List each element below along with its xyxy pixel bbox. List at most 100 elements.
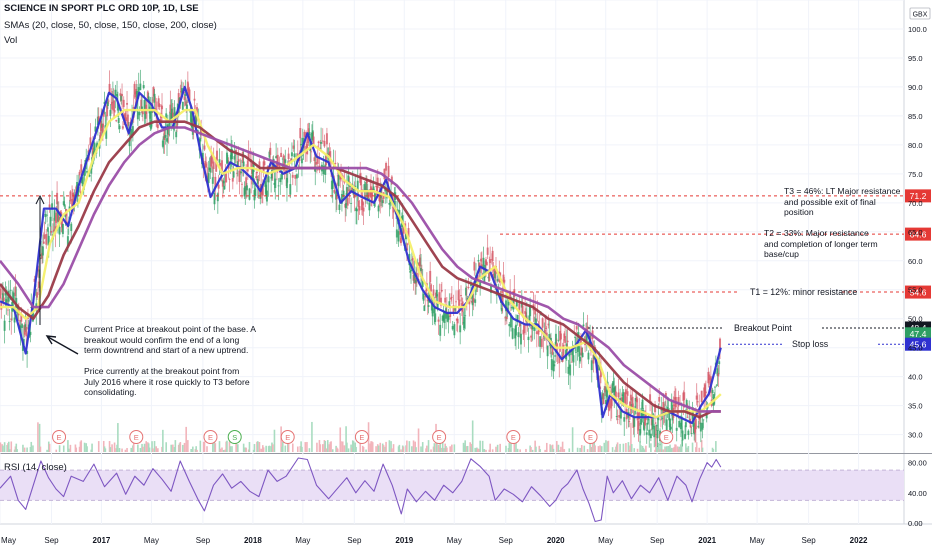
volume-bar <box>665 446 668 452</box>
volume-bar <box>170 444 172 452</box>
event-marker <box>432 430 447 444</box>
volume-bar <box>115 448 118 452</box>
price-bar-body <box>548 334 551 339</box>
symbol-title[interactable]: SCIENCE IN SPORT PLC ORD 10P, 1D, LSE <box>4 3 199 14</box>
price-bar-body <box>465 299 468 302</box>
volume-bar <box>173 447 176 452</box>
volume-bar <box>10 441 13 452</box>
price-bar-body <box>29 331 32 335</box>
price-bar-body <box>227 165 230 169</box>
price-bar-body <box>183 96 186 101</box>
volume-bar <box>328 444 331 452</box>
price-bar-body <box>347 175 350 186</box>
price-bar-body <box>422 294 425 301</box>
volume-bar <box>202 441 205 452</box>
volume-bar <box>362 446 365 452</box>
price-bar-body <box>338 204 341 211</box>
rsi-legend[interactable]: RSI (14, close) <box>4 462 67 473</box>
volume-bar <box>331 449 334 452</box>
price-bar-body <box>342 190 345 198</box>
price-bar-body <box>143 99 146 110</box>
price-bar-body <box>244 186 247 195</box>
price-bar-body <box>534 318 537 326</box>
price-bar-body <box>615 415 618 418</box>
price-bar-body <box>388 202 391 205</box>
volume-bar <box>557 444 560 452</box>
volume-bar <box>475 449 477 452</box>
volume-bar <box>321 444 324 452</box>
price-bar-body <box>13 317 16 323</box>
price-bar-body <box>574 352 577 353</box>
price-bar-body <box>246 160 249 172</box>
price-bar-body <box>380 195 383 197</box>
price-tick-label: 80.0 <box>908 141 923 150</box>
volume-bar <box>633 448 636 452</box>
volume-bar <box>156 449 158 452</box>
price-bar-body <box>640 409 643 419</box>
time-tick-label: Sep <box>801 536 816 545</box>
price-bar-body <box>226 160 229 163</box>
volume-bar <box>606 441 609 452</box>
volume-bar <box>545 442 548 452</box>
volume-bar <box>382 445 385 452</box>
price-bar-body <box>217 184 220 189</box>
volume-bar <box>265 445 267 452</box>
price-bar-body <box>579 336 582 345</box>
price-bar-body <box>165 113 168 119</box>
volume-bar <box>381 443 384 452</box>
price-bar-body <box>212 161 215 170</box>
price-bar-body <box>263 161 266 166</box>
volume-bar <box>476 447 478 452</box>
price-bar-body <box>533 327 536 331</box>
volume-bar <box>86 446 88 452</box>
price-bar-body <box>622 392 625 403</box>
price-bar-body <box>112 100 115 111</box>
volume-bar <box>466 446 468 452</box>
volume-bar <box>324 440 327 452</box>
price-bar-body <box>525 315 528 317</box>
volume-legend[interactable]: Vol <box>4 35 18 46</box>
price-bar-body <box>50 230 53 233</box>
price-bar-body <box>48 204 51 208</box>
time-tick-label: 2019 <box>395 536 413 545</box>
price-bar-body <box>676 411 679 415</box>
sma-legend[interactable]: SMAs (20, close, 50, close, 150, close, … <box>4 20 217 31</box>
price-bar-body <box>240 171 243 174</box>
volume-bar <box>420 446 422 452</box>
volume-bar <box>495 446 497 452</box>
price-bar-body <box>639 418 642 425</box>
volume-bar <box>147 442 149 452</box>
price-tick-label: 75.0 <box>908 170 923 179</box>
price-bar-body <box>350 203 353 204</box>
price-bar-body <box>623 417 626 422</box>
volume-bar <box>335 445 337 452</box>
price-bar-body <box>301 137 304 146</box>
volume-bar <box>376 444 379 452</box>
volume-bar <box>2 445 4 452</box>
price-bar-body <box>482 257 485 270</box>
price-bar-body <box>578 346 581 357</box>
volume-bar <box>340 441 342 452</box>
volume-bar <box>165 442 167 452</box>
price-bar-body <box>251 168 254 180</box>
volume-bar <box>252 449 255 452</box>
volume-bar <box>78 446 81 452</box>
price-bar-body <box>214 176 217 188</box>
price-bar-body <box>291 174 294 178</box>
price-bar-body <box>146 91 149 99</box>
price-bar-body <box>184 93 187 97</box>
price-bar-body <box>454 307 457 311</box>
note-current-price: Current Price at breakout point of the b… <box>84 324 256 356</box>
price-bar-body <box>367 192 370 199</box>
price-bar-body <box>411 258 414 261</box>
price-tag-text: 54.6 <box>910 287 927 297</box>
volume-bar <box>244 447 247 452</box>
volume-bar <box>437 444 440 452</box>
volume-bar <box>698 447 700 452</box>
price-bar-body <box>321 140 324 142</box>
volume-bar <box>650 443 652 452</box>
volume-bar <box>432 446 435 452</box>
price-bar-body <box>680 416 683 427</box>
volume-bar <box>187 440 189 452</box>
volume-bar <box>248 441 251 452</box>
